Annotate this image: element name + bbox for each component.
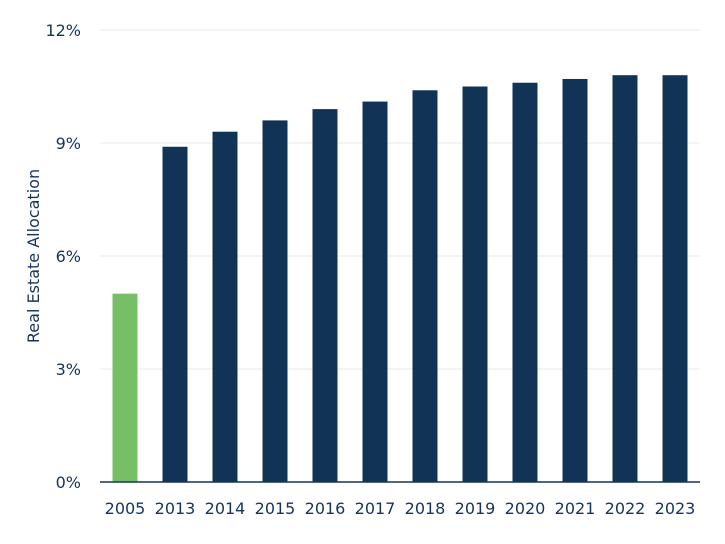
- y-tick-labels: 0% 3% 6% 9% 12%: [45, 21, 81, 492]
- x-tick-label: 2023: [655, 499, 696, 518]
- x-tick-label: 2020: [505, 499, 546, 518]
- grid-lines: [100, 29, 700, 370]
- bar-2005: [112, 293, 138, 482]
- y-tick-label: 9%: [56, 134, 81, 153]
- bar-2023: [662, 75, 688, 482]
- x-tick-label: 2005: [105, 499, 146, 518]
- x-tick-label: 2022: [605, 499, 646, 518]
- bars: [112, 75, 688, 483]
- bar-2015: [262, 120, 288, 483]
- x-tick-label: 2016: [305, 499, 346, 518]
- y-tick-label: 0%: [56, 473, 81, 492]
- x-tick-labels: 2005 2013 2014 2015 2016 2017 2018 2019 2020 2021…: [105, 499, 696, 518]
- y-tick-label: 3%: [56, 360, 81, 379]
- bar-2020: [512, 82, 538, 482]
- bar-2014: [212, 131, 238, 482]
- y-tick-label: 6%: [56, 247, 81, 266]
- x-tick-label: 2015: [255, 499, 296, 518]
- bar-2021: [562, 78, 588, 482]
- bar-2016: [312, 109, 338, 482]
- x-tick-label: 2017: [355, 499, 396, 518]
- bar-2013: [162, 146, 188, 482]
- x-tick-label: 2014: [205, 499, 246, 518]
- x-tick-label: 2013: [155, 499, 196, 518]
- bar-2022: [612, 75, 638, 482]
- x-tick-label: 2019: [455, 499, 496, 518]
- bar-2018: [412, 90, 438, 483]
- y-axis-label: Real Estate Allocation: [24, 169, 43, 343]
- bar-2019: [462, 86, 488, 482]
- x-tick-label: 2018: [405, 499, 446, 518]
- x-tick-label: 2021: [555, 499, 596, 518]
- y-tick-label: 12%: [45, 21, 81, 40]
- bar-2017: [362, 101, 388, 483]
